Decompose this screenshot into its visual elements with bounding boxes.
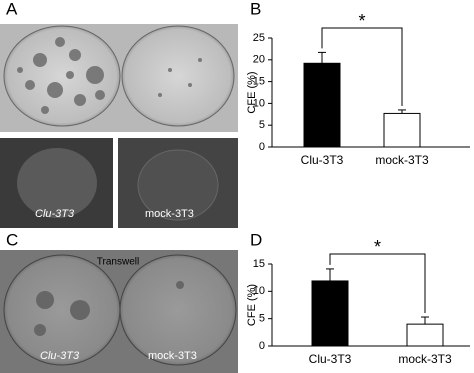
significance-bracket — [329, 253, 426, 314]
x-tick-label: mock-3T3 — [398, 352, 452, 366]
bar — [311, 280, 349, 347]
y-tick-label: 0 — [259, 340, 265, 352]
y-tick-label: 5 — [259, 313, 265, 325]
photo-caption: Clu-3T3 — [40, 350, 80, 362]
y-tick-label: 10 — [253, 285, 265, 297]
photo-caption: Clu-3T3 — [35, 208, 75, 220]
photo-caption: mock-3T3 — [148, 350, 197, 362]
y-tick-label: 20 — [253, 54, 265, 66]
x-tick-label: Clu-3T3 — [309, 352, 352, 366]
y-axis-label: CFE (%) — [246, 284, 258, 326]
panel-label: A — [6, 0, 18, 18]
y-axis-label: CFE (%) — [246, 71, 258, 113]
y-tick-label: 25 — [253, 32, 265, 44]
y-tick-label: 15 — [253, 76, 265, 88]
y-tick-label: 10 — [253, 97, 265, 109]
bar — [383, 112, 421, 148]
y-tick-label: 15 — [253, 258, 265, 270]
panel-label: C — [6, 230, 18, 249]
significance-bracket — [321, 27, 403, 106]
photo-a — [0, 24, 238, 228]
panel-label: D — [250, 230, 262, 249]
annotation: * — [358, 11, 365, 31]
photo-c — [0, 250, 238, 373]
x-tick-label: mock-3T3 — [375, 153, 429, 167]
photo-caption: Transwell — [97, 257, 139, 268]
photo-caption: mock-3T3 — [145, 208, 194, 220]
annotation: * — [374, 237, 381, 257]
x-tick-label: Clu-3T3 — [301, 153, 344, 167]
panel-label: B — [250, 0, 261, 18]
bar — [406, 323, 444, 347]
bar — [303, 62, 341, 148]
y-tick-label: 5 — [259, 119, 265, 131]
y-tick-label: 0 — [259, 141, 265, 153]
